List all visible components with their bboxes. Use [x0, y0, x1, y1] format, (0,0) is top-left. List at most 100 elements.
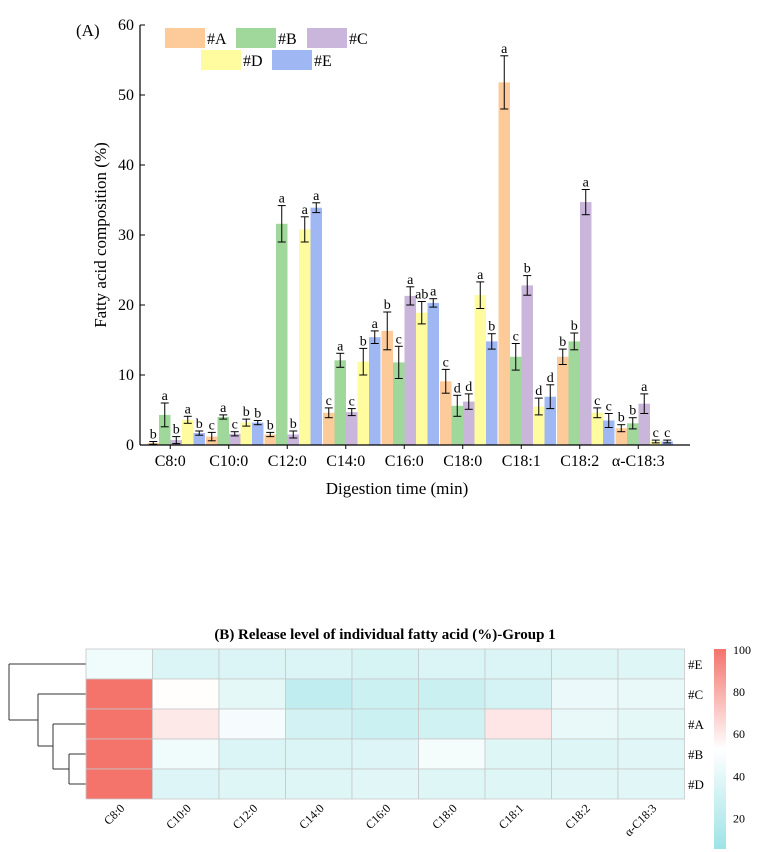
significance-label: a	[372, 317, 379, 332]
bar	[217, 417, 229, 445]
x-tick-label: C10:0	[209, 453, 248, 470]
heatmap-cell	[285, 678, 353, 710]
significance-label: b	[559, 335, 566, 350]
heatmap-cell	[617, 648, 685, 680]
bar	[193, 433, 205, 445]
bar-legend: #A #B #C #D #E	[165, 28, 368, 70]
heatmap-panel: (B) Release level of individual fatty ac…	[8, 627, 751, 849]
bar	[451, 405, 463, 445]
significance-label: a	[279, 192, 286, 207]
heatmap-cell	[152, 648, 220, 680]
y-tick-label: 60	[118, 17, 134, 34]
colorbar-tick-label: 20	[733, 811, 745, 825]
significance-label: b	[290, 417, 297, 432]
heatmap-cell	[218, 678, 286, 710]
significance-label: b	[384, 298, 391, 313]
heatmap-row-label: #E	[688, 657, 703, 672]
heatmap-cell	[351, 738, 419, 770]
heatmap-row-label: #D	[688, 777, 704, 792]
bar	[544, 396, 556, 445]
significance-label: a	[185, 402, 192, 417]
x-tick-label: α-C18:3	[612, 453, 665, 470]
x-tick-label: C12:0	[268, 453, 307, 470]
heatmap-cell	[484, 708, 552, 740]
significance-label: c	[326, 394, 332, 409]
bar	[580, 202, 592, 445]
heatmap-column-label: C18:1	[496, 801, 527, 832]
heatmap-cell	[285, 708, 353, 740]
dendrogram-branch	[68, 753, 86, 785]
significance-label: b	[196, 417, 203, 432]
heatmap-cell	[617, 738, 685, 770]
heatmap-cell	[218, 648, 286, 680]
y-tick-label: 30	[118, 227, 134, 244]
bar	[346, 412, 358, 445]
bar	[276, 223, 288, 445]
significance-label: a	[583, 176, 590, 191]
significance-label: c	[653, 426, 659, 441]
significance-label: b	[243, 405, 250, 420]
heatmap-cell	[218, 768, 286, 800]
heatmap-cell	[484, 768, 552, 800]
bar	[638, 403, 650, 445]
colorbar-tick-label: 40	[733, 769, 745, 783]
heatmap-cell	[617, 768, 685, 800]
colorbar-ticks: 100 80 60 40 20	[733, 643, 751, 825]
significance-label: c	[594, 394, 600, 409]
bar	[252, 422, 264, 445]
significance-label: a	[337, 339, 344, 354]
heatmap-cell	[285, 768, 353, 800]
bar	[229, 433, 241, 445]
heatmap-column-label: C18:0	[429, 801, 460, 832]
bar	[310, 207, 322, 445]
significance-label: a	[302, 203, 309, 218]
y-axis-label: Fatty acid composition (%)	[91, 142, 110, 328]
legend-swatch	[201, 50, 241, 70]
bar	[240, 422, 252, 445]
bar	[369, 337, 381, 445]
bar	[416, 312, 428, 445]
significance-label: d	[454, 381, 461, 396]
heatmap-cell	[85, 648, 153, 680]
heatmap-cell	[152, 708, 220, 740]
heatmap-cell	[418, 708, 486, 740]
heatmap-column-label: C18:2	[562, 801, 593, 832]
bar	[357, 361, 369, 445]
bar	[615, 428, 627, 445]
legend-swatch	[236, 28, 276, 48]
bar	[299, 229, 311, 445]
colorbar-tick-label: 100	[733, 643, 751, 657]
heatmap-cell	[218, 708, 286, 740]
y-tick-label: 10	[118, 367, 134, 384]
heatmap-row-label: #B	[688, 747, 704, 762]
bar	[440, 381, 452, 445]
legend-swatch	[272, 50, 312, 70]
significance-label: b	[488, 320, 495, 335]
significance-label: a	[501, 42, 508, 57]
legend-label: #A	[207, 31, 227, 48]
heatmap-column-label: C16:0	[363, 801, 394, 832]
heatmap-cells	[85, 648, 685, 800]
y-tick-label: 50	[118, 87, 134, 104]
significance-label: b	[571, 319, 578, 334]
bar	[521, 285, 533, 445]
bar	[404, 295, 416, 445]
bar	[287, 434, 299, 445]
heatmap-column-label: C14:0	[296, 801, 327, 832]
bar	[557, 356, 569, 445]
bar	[591, 412, 603, 445]
heatmap-cell	[551, 708, 619, 740]
heatmap-cell	[418, 678, 486, 710]
bar	[427, 302, 439, 445]
significance-label: d	[547, 371, 554, 386]
heatmap-cell	[484, 738, 552, 770]
heatmap-cell	[551, 738, 619, 770]
x-tick-label: C8:0	[155, 453, 186, 470]
significance-label: a	[641, 380, 648, 395]
heatmap-cell	[551, 768, 619, 800]
significance-label: c	[664, 426, 670, 441]
legend-label: #E	[314, 53, 332, 70]
significance-label: a	[313, 189, 320, 204]
heatmap-column-label: C8:0	[101, 801, 127, 827]
